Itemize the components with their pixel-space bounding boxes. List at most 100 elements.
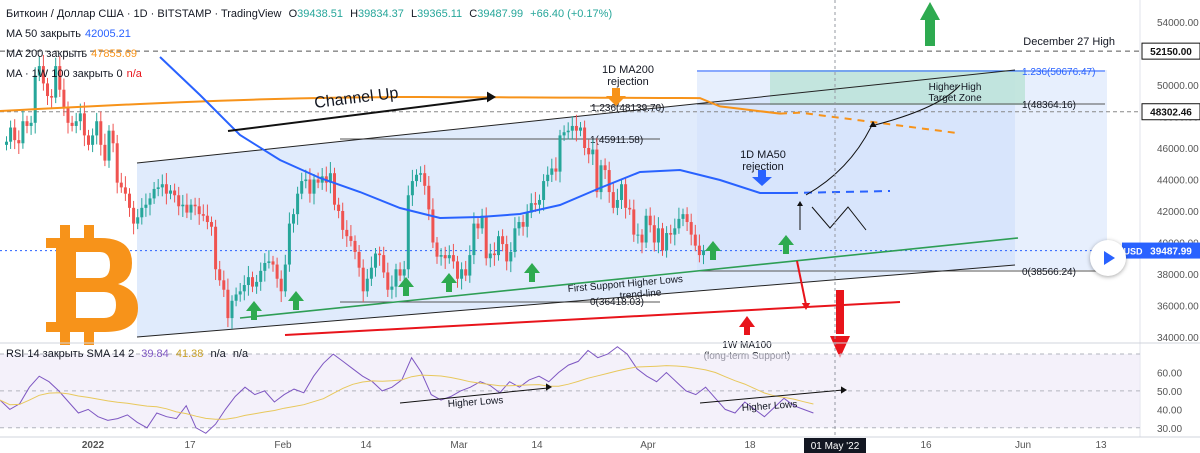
candle-body (562, 132, 566, 136)
candle-body (333, 173, 336, 205)
price-tick-label: 46000.00 (1157, 144, 1199, 155)
candle-body (517, 222, 521, 229)
candle-body (423, 173, 427, 186)
candle-body (54, 66, 58, 98)
higher-high-label-2: Target Zone (928, 93, 982, 104)
candle-body (685, 214, 689, 223)
support-up-arrow-shaft (783, 245, 789, 254)
candle-body (259, 270, 263, 282)
ma50-legend[interactable]: MA 50 закрыть 42005.21 (6, 28, 135, 40)
fib-left-1236-label: 1.236(48139.70) (591, 103, 664, 114)
candle-body (74, 121, 78, 126)
candle-body (665, 233, 669, 251)
fib-left-1-label: 1(45911.58) (590, 135, 643, 146)
candle-body (21, 121, 25, 144)
candle-body (611, 192, 615, 208)
candle-body (365, 278, 369, 292)
candle-body (447, 255, 451, 259)
ohlc-low: 39365.11 (417, 8, 463, 20)
support-up-arrow-shaft (710, 251, 716, 260)
play-button[interactable] (1090, 240, 1126, 276)
candle-body (640, 234, 644, 243)
candle-body (66, 107, 70, 123)
candle-body (218, 269, 222, 281)
candle-body (287, 223, 291, 265)
rsi-legend[interactable]: RSI 14 закрыть SMA 14 2 39.84 41.38 n/a … (6, 348, 252, 360)
candle-body (292, 214, 295, 224)
candle-body (185, 204, 189, 213)
candle-body (349, 236, 353, 241)
ma100-weekly-line (284, 301, 901, 336)
candle-body (316, 179, 320, 183)
candle-body (357, 251, 361, 268)
candle-body (279, 278, 283, 292)
time-cursor-label: 01 May '22 (811, 441, 860, 452)
candle-body (296, 193, 300, 215)
zigzag-path (811, 206, 867, 231)
candle-body (538, 199, 541, 205)
candle-body (140, 207, 144, 218)
candle-body (128, 193, 131, 208)
candle-body (542, 181, 546, 200)
candle-body (160, 184, 164, 188)
candle-body (201, 214, 205, 216)
candle-body (390, 286, 394, 290)
candle-body (382, 255, 386, 273)
ma100w-legend[interactable]: MA · 1W 100 закрыть 0 n/a (6, 68, 146, 80)
candle-body (587, 148, 591, 155)
ma200-legend[interactable]: MA 200 закрыть 47855.69 (6, 48, 141, 60)
target-up-arrow-shaft (925, 18, 935, 46)
ma50-rejection-arrow-shaft (758, 170, 766, 179)
candle-body (214, 226, 218, 270)
candle-body (533, 203, 537, 205)
candle-body (591, 149, 595, 155)
candle-body (246, 277, 250, 286)
ma100-label: 1W MA100 (722, 340, 772, 351)
support-up-arrow-shaft (293, 301, 299, 310)
candle-body (410, 181, 414, 196)
candle-body (169, 190, 172, 194)
ma50-projection (789, 190, 891, 194)
support-up-arrow-shaft (403, 287, 409, 296)
candle-body (689, 222, 693, 235)
bitcoin-logo-b (46, 238, 138, 332)
time-tick-label: Feb (274, 440, 292, 451)
rsi-higher-lows-b-head (841, 386, 847, 394)
candle-body (361, 267, 365, 292)
candle-body (456, 261, 459, 279)
first-support-label-2: trend-line (619, 287, 662, 302)
price-tick-label: 50000.00 (1157, 81, 1199, 92)
candle-body (435, 242, 439, 257)
time-tick-label: 14 (531, 440, 543, 451)
candle-body (570, 125, 574, 131)
candle-body (271, 261, 275, 265)
candle-body (58, 66, 62, 90)
candle-body (210, 222, 213, 227)
rsi-value-1: 39.84 (141, 348, 169, 360)
candle-body (119, 182, 123, 188)
ma50-rejection-arrow-head (752, 177, 772, 186)
bitcoin-logo-top-right (84, 225, 94, 240)
december-high-badge-bg (1142, 43, 1200, 60)
bitcoin-logo-top-left (60, 225, 70, 240)
ma200-value: 47855.69 (91, 48, 138, 60)
higher-high-path-1 (805, 124, 873, 196)
candle-body (99, 121, 103, 145)
symbol-header: Биткоин / Доллар США · 1D · BITSTAMP · T… (6, 8, 616, 20)
rsi-tick-label: 30.00 (1157, 424, 1182, 435)
candle-body (513, 228, 517, 252)
first-support-trendline (239, 237, 1019, 319)
rsi-tick-label: 40.00 (1157, 405, 1182, 416)
ohlc-change: +66.40 (+0.17%) (530, 8, 613, 20)
candle-body (644, 215, 648, 243)
time-tick-label: 17 (184, 440, 196, 451)
candle-body (234, 294, 238, 301)
candle-body (599, 165, 603, 193)
higher-high-target-zone (770, 70, 1025, 105)
candle-body (472, 223, 476, 256)
candle-body (419, 173, 423, 175)
candle-body (628, 207, 632, 210)
candle-body (242, 285, 246, 292)
candle-body (328, 173, 332, 183)
